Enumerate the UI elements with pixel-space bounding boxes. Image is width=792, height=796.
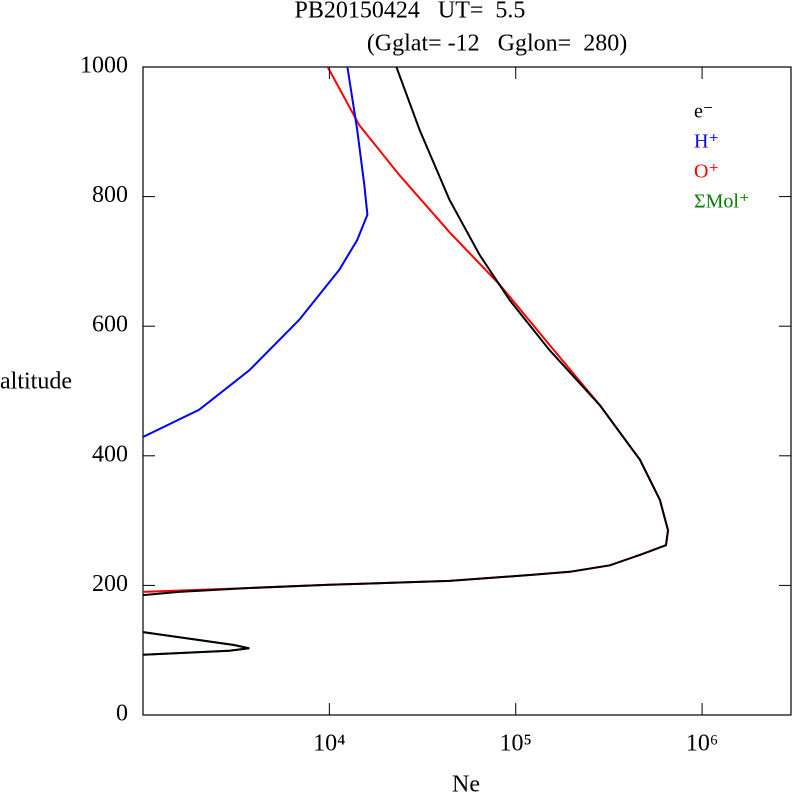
- x-tick-label: 10⁵: [500, 731, 532, 757]
- profile-line: [143, 67, 670, 656]
- y-tick-label: 0: [116, 701, 128, 727]
- y-tick-label: 800: [92, 182, 128, 208]
- y-tick-label: 600: [92, 312, 128, 338]
- y-tick-label: 400: [92, 441, 128, 467]
- y-tick-label: 200: [92, 571, 128, 597]
- y-axis-label: altitude: [0, 369, 72, 395]
- x-axis-label: Ne: [452, 772, 480, 796]
- profile-line: [143, 67, 369, 438]
- plot-frame: [142, 66, 792, 716]
- legend-entry: H⁺: [694, 131, 719, 153]
- legend-entry: ΣMol⁺: [694, 191, 750, 213]
- legend-entry: e⁻: [694, 101, 713, 123]
- profile-line: [143, 67, 670, 593]
- plot-area: [143, 67, 670, 656]
- x-tick-label: 10⁶: [686, 731, 718, 757]
- chart-subtitle: (Gglat= -12 Gglon= 280): [367, 31, 627, 57]
- legend-entry: O⁺: [694, 161, 719, 183]
- x-tick-label: 10⁴: [313, 731, 345, 757]
- y-tick-label: 1000: [80, 53, 128, 79]
- chart-title: PB20150424 UT= 5.5: [295, 0, 526, 24]
